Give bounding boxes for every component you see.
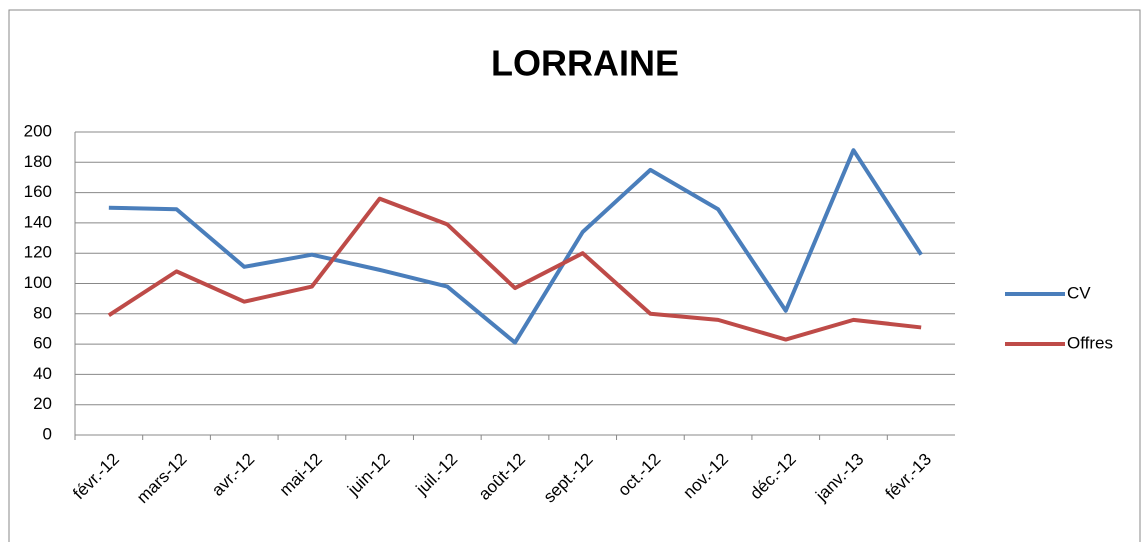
y-tick-label: 20 xyxy=(33,394,52,413)
y-tick-label: 180 xyxy=(24,152,52,171)
legend-label: Offres xyxy=(1067,333,1113,352)
chart-frame xyxy=(8,9,1141,542)
x-tick-label: nov.-12 xyxy=(679,450,732,503)
y-tick-label: 160 xyxy=(24,182,52,201)
x-tick-label: mai-12 xyxy=(276,450,326,500)
x-tick-label: avr.-12 xyxy=(208,450,258,500)
x-tick-label: août-12 xyxy=(475,450,529,504)
y-tick-label: 100 xyxy=(24,273,52,292)
x-tick-label: mars-12 xyxy=(133,450,191,508)
series-line xyxy=(108,148,923,345)
x-tick-label: juin-12 xyxy=(343,450,393,500)
y-tick-label: 0 xyxy=(43,424,52,443)
series-line xyxy=(107,196,922,342)
x-tick-label: oct.-12 xyxy=(614,450,664,500)
y-tick-label: 120 xyxy=(24,243,52,262)
y-tick-label: 200 xyxy=(24,121,52,140)
x-tick-label: déc.-12 xyxy=(746,450,800,504)
x-tick-label: juil.-12 xyxy=(412,450,462,500)
x-tick-label: févr.-13 xyxy=(882,450,936,504)
chart-title: LORRAINE xyxy=(491,43,679,84)
y-tick-label: 60 xyxy=(33,334,52,353)
y-tick-label: 40 xyxy=(33,364,52,383)
y-tick-label: 140 xyxy=(24,212,52,231)
x-tick-label: févr.-12 xyxy=(69,450,123,504)
legend-label: CV xyxy=(1067,283,1091,302)
x-tick-label: sept.-12 xyxy=(540,450,597,507)
x-tick-label: janv.-13 xyxy=(811,450,867,506)
y-tick-label: 80 xyxy=(33,303,52,322)
